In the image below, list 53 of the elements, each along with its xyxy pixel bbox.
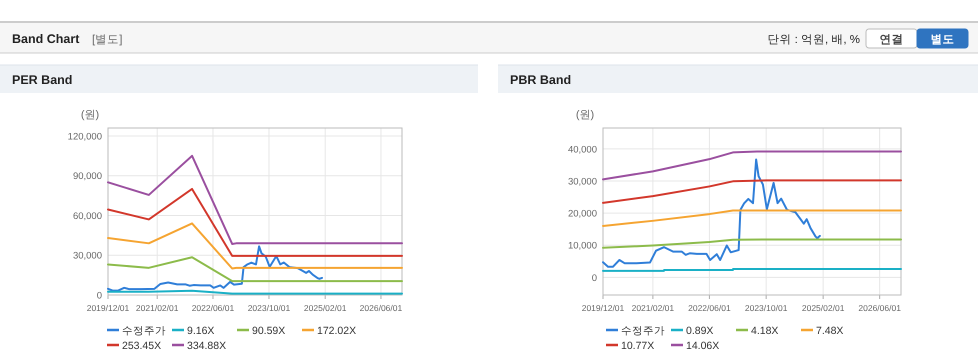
line-series — [602, 158, 821, 268]
legend-label: 9.16X — [187, 325, 214, 337]
x-tick-label: 2019/12/01 — [86, 303, 130, 313]
legend-label: 4.18X — [751, 325, 778, 337]
x-tick-label: 2022/06/01 — [688, 303, 731, 313]
y-tick-label: 0 — [96, 290, 102, 302]
line-series — [107, 256, 403, 282]
text: 단위 : 억원, 배, % — [767, 34, 860, 46]
x-tick-label: 2023/10/01 — [248, 303, 291, 313]
line-series — [107, 222, 403, 270]
x-tick-label: 2021/02/01 — [632, 303, 674, 313]
legend-label: 172.02X — [317, 325, 356, 337]
y-tick-label: 0 — [592, 272, 597, 284]
legend-label: 90.59X — [252, 325, 286, 337]
line-series — [107, 154, 403, 245]
x-tick-label: 2025/02/01 — [304, 303, 347, 313]
y-tick-label: 120,000 — [68, 131, 102, 142]
text: [별도] — [92, 34, 122, 46]
x-tick-label: 2026/06/01 — [360, 303, 402, 313]
y-axis-title: (원) — [80, 109, 100, 121]
x-tick-label: 2023/10/01 — [744, 303, 788, 313]
x-tick-label: 2019/12/01 — [582, 303, 625, 313]
legend-label: 7.48X — [816, 325, 844, 337]
x-tick-label: 2022/06/01 — [192, 303, 235, 313]
y-tick-label: 30,000 — [568, 176, 597, 188]
legend-label: 수정주가 — [122, 325, 166, 337]
x-tick-label: 2026/06/01 — [858, 303, 902, 313]
y-axis-title: (원) — [576, 109, 594, 121]
x-tick-label: 2021/02/01 — [136, 303, 179, 313]
y-tick-label: 90,000 — [72, 171, 102, 182]
legend-label: 14.06X — [686, 340, 720, 352]
legend-label: 334.88X — [187, 340, 226, 352]
line-series — [602, 210, 902, 227]
line-series — [602, 238, 902, 249]
chart-title: PER Band — [12, 73, 72, 87]
text: 연결 — [880, 33, 904, 46]
line-series — [107, 188, 403, 257]
chart-title: PBR Band — [510, 73, 572, 87]
x-tick-label: 2025/02/01 — [802, 303, 845, 313]
y-tick-label: 40,000 — [568, 144, 597, 156]
y-tick-label: 20,000 — [568, 208, 597, 220]
legend-label: 0.89X — [686, 325, 714, 337]
line-series — [107, 245, 323, 292]
line-series — [602, 179, 902, 204]
y-tick-label: 60,000 — [72, 210, 102, 222]
legend-label: 10.77X — [621, 340, 654, 352]
line-series — [602, 150, 902, 180]
legend-label: 253.45X — [122, 340, 162, 352]
y-tick-label: 30,000 — [72, 250, 102, 262]
y-tick-label: 10,000 — [568, 240, 597, 252]
legend-label: 수정주가 — [621, 325, 665, 337]
text: 별도 — [930, 33, 954, 46]
text: Band Chart — [12, 32, 80, 46]
